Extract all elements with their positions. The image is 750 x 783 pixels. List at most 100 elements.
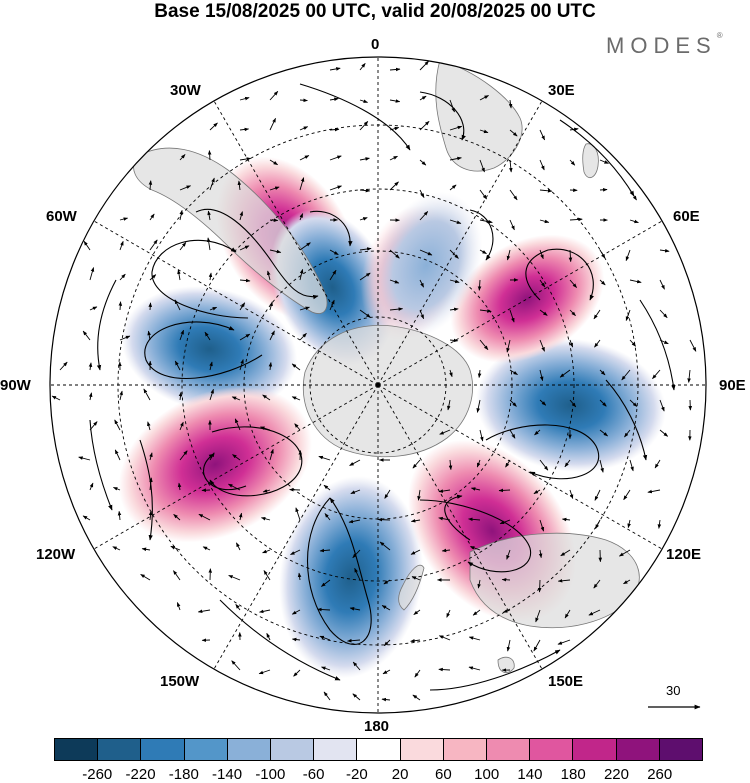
wind-vector	[318, 455, 331, 461]
wind-vector	[446, 609, 451, 618]
wind-vector	[629, 459, 634, 472]
wind-vector	[569, 309, 576, 317]
brand-text: MODES	[606, 33, 717, 58]
meridian-line	[377, 384, 543, 670]
wind-vector	[538, 549, 543, 559]
wind-vector	[594, 339, 601, 348]
wind-vector	[329, 127, 340, 132]
wind-vector	[419, 60, 429, 71]
wind-vector	[51, 395, 61, 401]
wind-vector	[119, 335, 131, 341]
wind-vector	[290, 549, 301, 555]
wind-vector	[468, 517, 481, 522]
meridian-line	[93, 384, 379, 550]
wind-vector	[329, 67, 341, 71]
wind-vector	[291, 363, 301, 371]
meridian-line	[377, 220, 663, 386]
antarctica	[303, 325, 473, 458]
wind-vector	[414, 669, 421, 678]
colorbar-segment	[97, 739, 141, 760]
wind-vector	[659, 429, 669, 437]
lon-label-180: 180	[364, 718, 390, 735]
wind-vector	[209, 177, 215, 191]
wind-vector	[118, 301, 123, 311]
meridian-line	[377, 384, 663, 550]
wind-vector	[659, 279, 665, 290]
wind-vector	[505, 459, 511, 468]
wind-vector	[379, 541, 391, 551]
wind-vector	[629, 279, 642, 284]
colorbar-segment	[486, 739, 530, 760]
wind-vector	[533, 639, 541, 652]
wind-vector	[539, 459, 549, 471]
reference-vector-value: 30	[666, 683, 681, 698]
wind-vector	[659, 248, 670, 253]
wind-vector	[539, 249, 544, 260]
lon-label-150e: 150E	[548, 673, 584, 690]
colorbar-tick-label: -220	[125, 766, 156, 783]
wind-vector	[594, 489, 601, 501]
wind-vector	[354, 567, 361, 581]
wind-vector	[350, 489, 361, 495]
wind-vector	[179, 421, 184, 431]
wind-vector	[588, 609, 601, 616]
colorbar-tick-label: 20	[391, 766, 409, 783]
colorbar-ticks: -260 -220 -180 -140 -100 -60 -20 20 60 100 140 180 2…	[54, 766, 703, 783]
wind-vector	[564, 609, 571, 619]
wind-vector	[179, 242, 187, 251]
wind-vector	[170, 545, 181, 551]
wind-vector	[652, 369, 661, 380]
wind-vector	[173, 514, 181, 521]
colorbar-tick-label: -180	[168, 766, 199, 783]
meridian-line	[93, 220, 379, 386]
wind-vector	[317, 607, 331, 612]
wind-vector	[348, 519, 361, 524]
wind-vector	[349, 459, 361, 466]
wind-vector	[470, 546, 481, 551]
wind-vector	[269, 186, 280, 191]
wind-vector	[501, 577, 511, 582]
lon-label-60w: 60W	[46, 208, 77, 225]
wind-vector	[89, 267, 95, 281]
colorbar-tick-label: 100	[474, 766, 500, 783]
wind-vector	[389, 126, 400, 131]
wind-vector	[539, 188, 553, 193]
wind-vector	[323, 691, 331, 701]
wind-vector	[149, 239, 158, 251]
wind-vector	[266, 270, 271, 281]
wind-vector	[449, 369, 453, 378]
wind-vector	[269, 330, 275, 341]
wind-vector	[323, 484, 331, 491]
wind-vector	[509, 189, 518, 201]
wind-vector	[239, 278, 251, 283]
wind-vector	[647, 489, 661, 494]
wind-vector	[389, 249, 400, 259]
wind-vector	[419, 309, 425, 320]
wind-vector	[659, 399, 665, 412]
wind-vector	[419, 159, 427, 166]
wind-vector	[687, 369, 691, 383]
meridian-line	[213, 100, 379, 386]
wind-vector	[297, 572, 302, 581]
wind-vector	[329, 269, 337, 281]
wind-vector	[689, 339, 697, 352]
wind-vector	[147, 330, 151, 341]
wind-vector	[472, 609, 481, 616]
wind-vector	[88, 392, 93, 401]
wind-vector	[299, 306, 310, 311]
wind-vector	[209, 361, 213, 371]
wind-vector	[198, 513, 211, 521]
wind-vector	[449, 307, 459, 312]
wind-vector	[179, 329, 184, 341]
wind-vector	[411, 576, 421, 581]
wind-vector	[506, 549, 511, 560]
wind-vector	[263, 570, 271, 581]
wind-vector	[119, 240, 124, 251]
negative-anomaly-blob	[121, 286, 298, 413]
wind-vector	[239, 333, 251, 341]
wind-vector	[349, 607, 361, 611]
wind-vector	[359, 99, 368, 103]
colorbar-tick-label: -140	[212, 766, 243, 783]
wind-vector	[441, 548, 451, 553]
colorbar-segment	[615, 739, 659, 760]
